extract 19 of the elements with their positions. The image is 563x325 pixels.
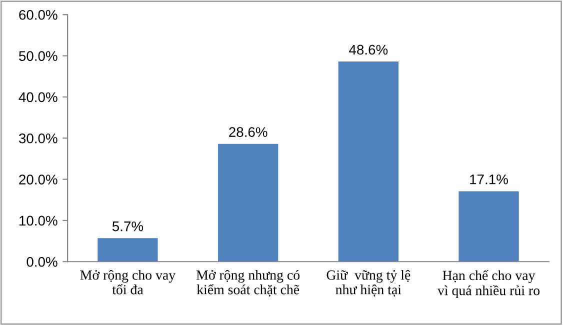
x-tick-label: Mở rộng cho vay tối đa [80, 270, 176, 294]
bar [458, 191, 519, 262]
y-tick-label: 60.0% [19, 10, 58, 20]
bar [98, 238, 158, 262]
y-tick-label: 40.0% [18, 92, 58, 102]
data-label: 28.6% [229, 127, 268, 137]
y-tick-label: 10.0% [20, 216, 58, 226]
data-label: 17.1% [470, 174, 508, 184]
y-tick-label: 50.0% [19, 51, 58, 61]
y-tick-label: 20.0% [19, 174, 58, 184]
bar [218, 144, 278, 262]
y-tick-label: 30.0% [18, 133, 58, 144]
data-label: 48.6% [349, 44, 388, 55]
data-label: 5.7% [112, 221, 144, 232]
x-tick-label: Giữ vững tỷ lệ như hiện tại [326, 270, 410, 296]
y-tick-label: 0.0% [26, 256, 58, 267]
x-tick-label: Hạn chế cho vay vì quá nhiều rủi ro [437, 270, 540, 298]
bar [338, 62, 398, 262]
x-tick-label: Mở rộng nhưng có kiểm soát chặt chẽ [196, 270, 300, 296]
